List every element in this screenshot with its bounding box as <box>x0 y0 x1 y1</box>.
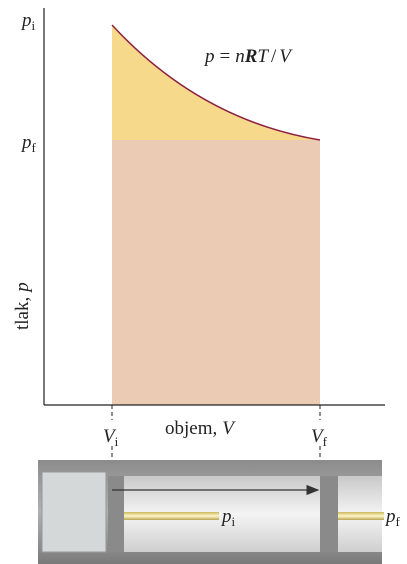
text-part: f <box>323 434 328 449</box>
rod-final <box>338 512 384 520</box>
y-tick-label: pi <box>20 10 36 33</box>
x-axis-label: objem,V <box>165 418 236 439</box>
text-part: V <box>279 46 293 67</box>
work-area <box>112 140 320 405</box>
text-part: tlak, <box>12 297 33 330</box>
text-part: = <box>220 46 231 67</box>
piston-head-initial <box>108 476 124 552</box>
x-tick-label: Vi <box>103 426 119 449</box>
y-axis-label: tlak, p <box>12 282 33 330</box>
text-part: R <box>244 46 258 67</box>
page: { "y_axis": {"label": "tlak,", "variable… <box>0 0 407 564</box>
text-part: / <box>271 46 277 67</box>
text-part: p <box>220 506 232 527</box>
rod-initial <box>124 512 219 520</box>
upper-area <box>112 25 320 140</box>
text-part: T <box>257 46 269 67</box>
text-part: p <box>203 46 215 67</box>
text-part: p <box>12 282 33 294</box>
text-part: n <box>235 46 245 67</box>
piston-label: pf <box>384 506 401 529</box>
text-part: p <box>20 132 32 153</box>
diagram: pi pf tlak,p Vi Vf objem,V p=nRT/V pi pf <box>0 0 407 564</box>
text-part: V <box>222 418 236 439</box>
text-part: p <box>20 10 32 31</box>
text-part: i <box>232 514 236 529</box>
text-part: f <box>396 514 401 529</box>
y-tick-label: pf <box>20 132 37 155</box>
text-part: f <box>32 140 37 155</box>
curve-label: p=nRT/V <box>203 46 293 67</box>
piston-initial <box>42 472 106 552</box>
text-part: p <box>384 506 396 527</box>
text-part: i <box>32 18 36 33</box>
x-tick-label: Vf <box>311 426 328 449</box>
text-part: i <box>115 434 119 449</box>
text-part: objem, <box>165 418 217 439</box>
piston-final <box>320 476 338 552</box>
